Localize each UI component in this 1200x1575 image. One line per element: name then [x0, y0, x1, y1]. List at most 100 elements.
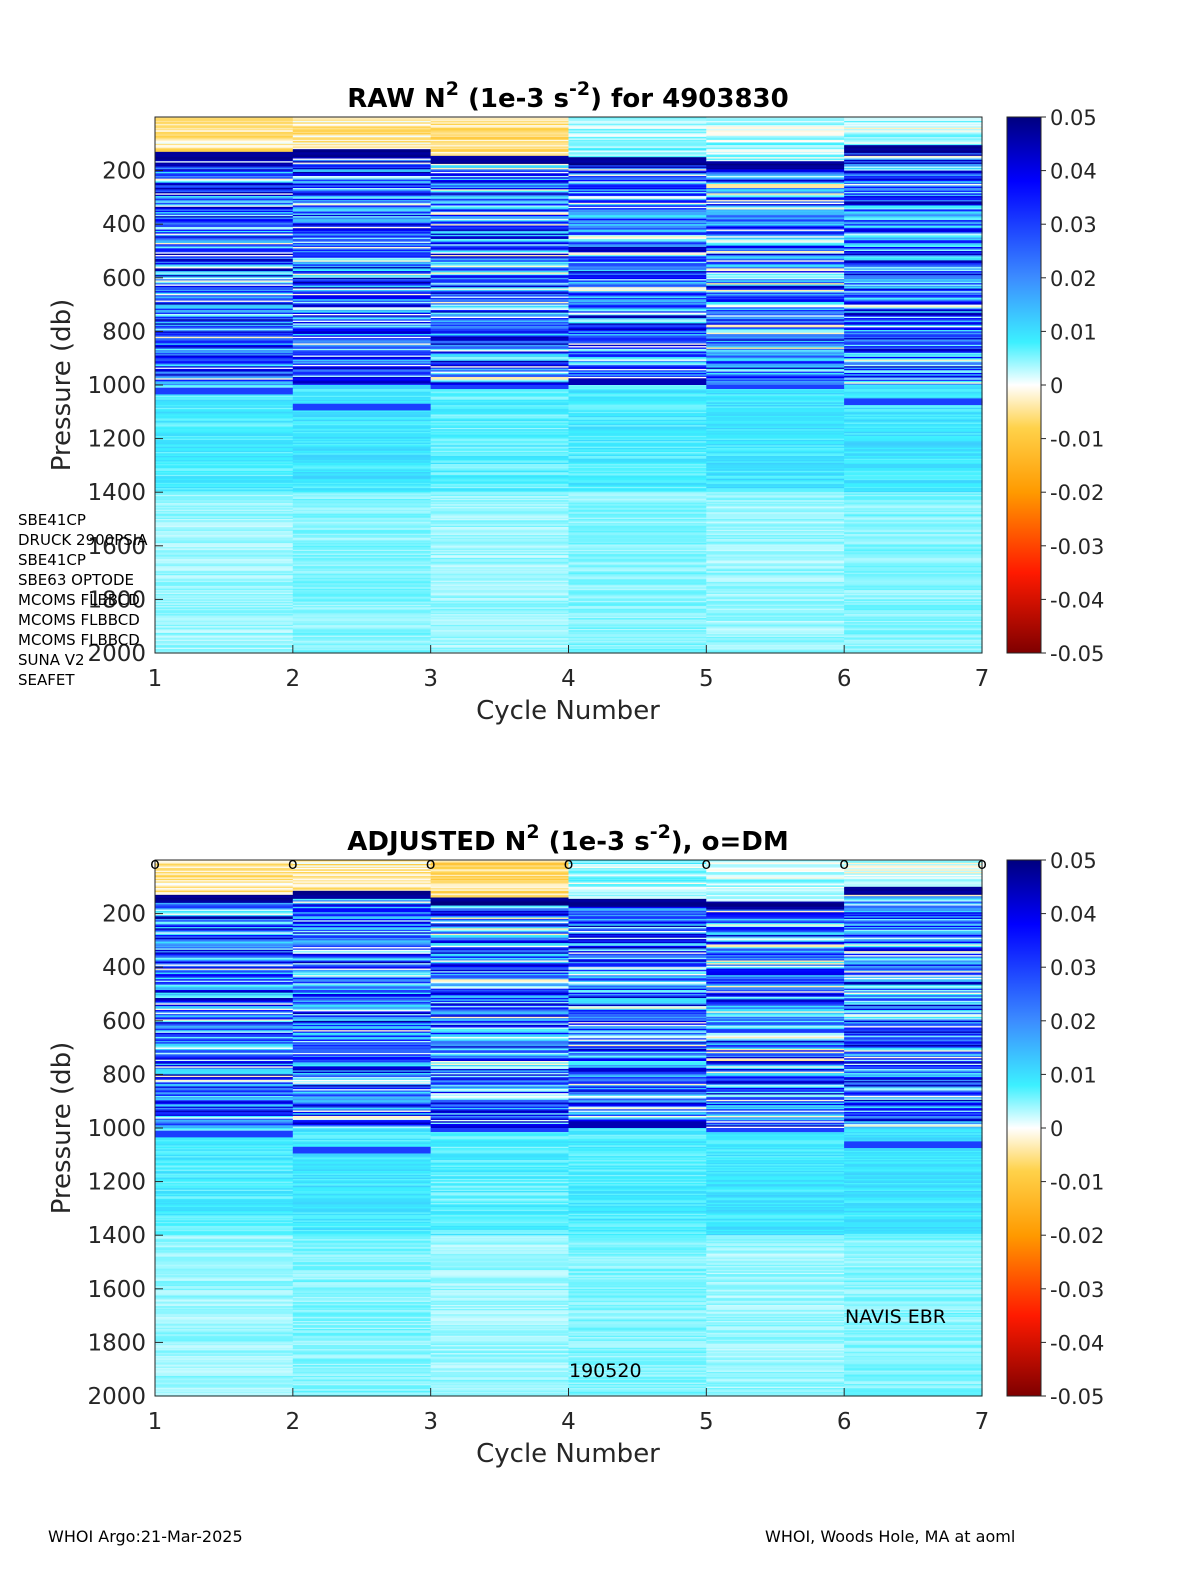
- heatmap-cell: [844, 1208, 983, 1211]
- heatmap-cell: [844, 921, 983, 924]
- heatmap-cell: [155, 581, 294, 584]
- heatmap-cell: [292, 929, 432, 932]
- heatmap-cell: [568, 441, 707, 444]
- heatmap-cell: [706, 909, 845, 912]
- y-tick-label: 600: [102, 1009, 146, 1035]
- heatmap-cell: [568, 1260, 707, 1263]
- heatmap-cell: [292, 1164, 432, 1167]
- heatmap-cell: [706, 1299, 845, 1302]
- heatmap-cell: [292, 861, 432, 864]
- heatmap-cell: [844, 594, 983, 596]
- heatmap-cell: [430, 272, 570, 275]
- heatmap-cell: [568, 423, 707, 426]
- heatmap-cell: [706, 512, 845, 515]
- heatmap-cell: [844, 1119, 983, 1122]
- heatmap-cell: [844, 1287, 983, 1290]
- heatmap-cell: [292, 984, 432, 987]
- heatmap-cell: [844, 283, 983, 286]
- heatmap-cell: [292, 1193, 432, 1196]
- heatmap-cell: [706, 1288, 845, 1291]
- heatmap-cell: [292, 155, 432, 158]
- heatmap-cell: [844, 565, 983, 568]
- heatmap-cell: [430, 370, 570, 373]
- heatmap-cell: [292, 1094, 432, 1097]
- heatmap-cell: [155, 1129, 294, 1132]
- heatmap-cell: [430, 135, 570, 138]
- heatmap-cell: [155, 1331, 294, 1334]
- heatmap-cell: [568, 1173, 707, 1176]
- heatmap-cell: [844, 888, 983, 891]
- heatmap-cell: [844, 251, 983, 253]
- heatmap-cell: [844, 482, 983, 485]
- heatmap-cell: [430, 169, 570, 172]
- heatmap-cell: [568, 477, 707, 480]
- heatmap-cell: [844, 364, 983, 367]
- heatmap-cell: [292, 1367, 432, 1370]
- colorbar-tick-label: -0.01: [1050, 1171, 1104, 1195]
- heatmap-cell: [430, 1016, 570, 1019]
- heatmap-cell: [706, 989, 845, 992]
- heatmap-cell: [292, 618, 432, 621]
- heatmap-cell: [844, 177, 983, 180]
- heatmap-cell: [292, 1224, 432, 1227]
- heatmap-cell: [155, 967, 294, 970]
- heatmap-cell: [844, 523, 983, 525]
- heatmap-cell: [430, 316, 570, 319]
- heatmap-cell: [155, 563, 294, 566]
- heatmap-cell: [706, 1199, 845, 1201]
- heatmap-cell: [706, 1208, 845, 1211]
- heatmap-cell: [844, 1211, 983, 1214]
- heatmap-cell: [430, 1231, 570, 1234]
- heatmap-cell: [155, 331, 294, 334]
- heatmap-cell: [292, 972, 432, 975]
- heatmap-cell: [292, 555, 432, 558]
- heatmap-cell: [844, 628, 983, 631]
- heatmap-cell: [844, 1016, 983, 1019]
- heatmap-cell: [568, 1032, 707, 1035]
- heatmap-cell: [155, 551, 294, 554]
- heatmap-cell: [844, 987, 983, 990]
- heatmap-cell: [430, 1280, 570, 1283]
- heatmap-cell: [706, 1278, 845, 1281]
- heatmap-cell: [430, 470, 570, 473]
- heatmap-cell: [155, 406, 294, 409]
- heatmap-cell: [844, 1073, 983, 1075]
- heatmap-cell: [706, 552, 845, 555]
- heatmap-cell: [155, 1134, 294, 1137]
- heatmap-cell: [568, 603, 707, 606]
- heatmap-cell: [430, 1157, 570, 1160]
- heatmap-cell: [292, 327, 432, 330]
- heatmap-cell: [568, 1144, 707, 1147]
- heatmap-cell: [155, 209, 294, 212]
- heatmap-cell: [155, 442, 294, 445]
- heatmap-cell: [292, 944, 432, 947]
- heatmap-cell: [844, 121, 983, 123]
- heatmap-cell: [155, 1354, 294, 1357]
- heatmap-cell: [706, 967, 845, 970]
- heatmap-cell: [844, 1160, 983, 1163]
- heatmap-cell: [430, 557, 570, 560]
- heatmap-cell: [844, 1264, 983, 1267]
- heatmap-cell: [292, 340, 432, 343]
- heatmap-cell: [155, 1030, 294, 1033]
- heatmap-cell: [292, 1091, 432, 1094]
- heatmap-cell: [155, 1379, 294, 1382]
- heatmap-cell: [568, 251, 707, 253]
- heatmap-cell: [706, 1333, 845, 1335]
- heatmap-cell: [706, 1236, 845, 1239]
- heatmap-cell: [292, 1299, 432, 1302]
- heatmap-cell: [430, 221, 570, 224]
- heatmap-cell: [430, 458, 570, 461]
- heatmap-cell: [568, 1063, 707, 1066]
- heatmap-cell: [155, 1225, 294, 1228]
- heatmap-cell: [155, 648, 294, 651]
- heatmap-cell: [706, 1062, 845, 1065]
- heatmap-cell: [430, 437, 570, 440]
- heatmap-cell: [568, 422, 707, 425]
- heatmap-cell: [430, 241, 570, 244]
- heatmap-cell: [430, 326, 570, 328]
- heatmap-cell: [706, 872, 845, 874]
- heatmap-cell: [568, 480, 707, 483]
- heatmap-cell: [155, 900, 294, 903]
- heatmap-cell: [706, 1267, 845, 1270]
